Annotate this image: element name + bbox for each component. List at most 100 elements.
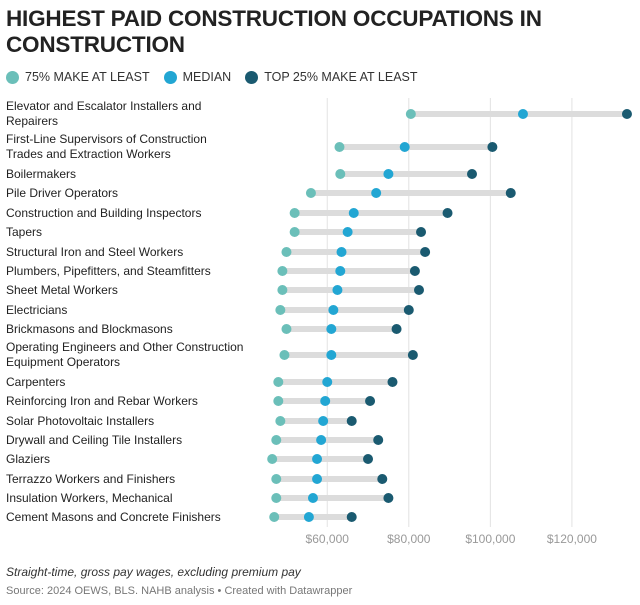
dot-median bbox=[517, 109, 528, 119]
dot-p25 bbox=[267, 454, 278, 464]
dot-median bbox=[371, 188, 382, 198]
dot-p75 bbox=[377, 474, 388, 484]
dot-p75 bbox=[407, 350, 418, 360]
dot-median bbox=[303, 512, 314, 522]
legend-label-p25: 75% MAKE AT LEAST bbox=[25, 70, 150, 84]
dot-p25 bbox=[335, 169, 346, 179]
dot-median bbox=[335, 266, 346, 276]
dot-median bbox=[316, 435, 327, 445]
dot-p25 bbox=[281, 324, 292, 334]
dot-p25 bbox=[281, 247, 292, 257]
dot-median bbox=[318, 416, 329, 426]
dot-p25 bbox=[275, 305, 286, 315]
row-label: Solar Photovoltaic Installers bbox=[6, 414, 154, 428]
dot-median bbox=[336, 247, 347, 257]
row-label: Carpenters bbox=[6, 375, 65, 389]
row-label: Plumbers, Pipefitters, and Steamfitters bbox=[6, 264, 211, 278]
row-label: Brickmasons and Blockmasons bbox=[6, 322, 173, 336]
dot-p75 bbox=[416, 227, 427, 237]
dot-p25 bbox=[271, 474, 282, 484]
dot-p25 bbox=[334, 142, 345, 152]
row-label: Electricians bbox=[6, 303, 67, 317]
dot-p75 bbox=[505, 188, 516, 198]
row-label: Construction and Building Inspectors bbox=[6, 206, 201, 220]
row-label: First-Line Supervisors of Construction bbox=[6, 132, 207, 146]
dot-p25 bbox=[277, 266, 288, 276]
dot-median bbox=[328, 305, 339, 315]
row-label: Reinforcing Iron and Rebar Workers bbox=[6, 394, 198, 408]
row-label: Structural Iron and Steel Workers bbox=[6, 245, 183, 259]
dot-p25 bbox=[277, 285, 288, 295]
row-label: Boilermakers bbox=[6, 167, 76, 181]
dot-median bbox=[348, 208, 359, 218]
row-label: Repairers bbox=[6, 114, 58, 128]
dot-p25 bbox=[289, 208, 300, 218]
legend-item-p75: TOP 25% MAKE AT LEAST bbox=[245, 70, 418, 84]
legend: 75% MAKE AT LEAST MEDIAN TOP 25% MAKE AT… bbox=[6, 68, 432, 86]
dot-p25 bbox=[269, 512, 280, 522]
x-tick-label: $80,000 bbox=[387, 532, 431, 546]
dot-p75 bbox=[346, 512, 357, 522]
dot-p75 bbox=[621, 109, 632, 119]
dot-p75 bbox=[383, 493, 394, 503]
dot-p75 bbox=[403, 305, 414, 315]
row-label: Sheet Metal Workers bbox=[6, 283, 118, 297]
dot-p75 bbox=[487, 142, 498, 152]
legend-item-p25: 75% MAKE AT LEAST bbox=[6, 70, 150, 84]
dot-p75 bbox=[387, 377, 398, 387]
dot-p25 bbox=[271, 493, 282, 503]
dot-p75 bbox=[467, 169, 478, 179]
row-label: Operating Engineers and Other Constructi… bbox=[6, 340, 243, 354]
row-label: Tapers bbox=[6, 225, 42, 239]
dot-p75 bbox=[373, 435, 384, 445]
dot-median bbox=[326, 324, 337, 334]
row-label: Insulation Workers, Mechanical bbox=[6, 491, 173, 505]
dot-median bbox=[322, 377, 333, 387]
dot-median bbox=[307, 493, 318, 503]
dot-p25 bbox=[305, 188, 316, 198]
dot-p75 bbox=[363, 454, 374, 464]
row-label: Drywall and Ceiling Tile Installers bbox=[6, 433, 182, 447]
dot-p25 bbox=[275, 416, 286, 426]
dot-p75 bbox=[391, 324, 402, 334]
dot-p25 bbox=[289, 227, 300, 237]
dot-median bbox=[342, 227, 353, 237]
row-label: Terrazzo Workers and Finishers bbox=[6, 472, 175, 486]
dot-p75 bbox=[442, 208, 453, 218]
x-tick-label: $60,000 bbox=[306, 532, 350, 546]
dot-median bbox=[312, 474, 323, 484]
dot-p75 bbox=[346, 416, 357, 426]
row-label: Elevator and Escalator Installers and bbox=[6, 99, 201, 113]
legend-item-median: MEDIAN bbox=[163, 70, 232, 84]
legend-dot-p75 bbox=[245, 70, 259, 84]
footer-source: Source: 2024 OEWS, BLS. NAHB analysis • … bbox=[6, 585, 353, 597]
row-label: Trades and Extraction Workers bbox=[6, 147, 171, 161]
dot-p25 bbox=[279, 350, 290, 360]
footer-note: Straight-time, gross pay wages, excludin… bbox=[6, 565, 301, 579]
row-label: Glaziers bbox=[6, 452, 50, 466]
x-tick-label: $120,000 bbox=[547, 532, 597, 546]
dot-median bbox=[383, 169, 394, 179]
row-label: Cement Masons and Concrete Finishers bbox=[6, 510, 221, 524]
dot-p25 bbox=[271, 435, 282, 445]
chart-title: HIGHEST PAID CONSTRUCTION OCCUPATIONS IN… bbox=[6, 6, 542, 57]
dot-p75 bbox=[409, 266, 420, 276]
dot-p25 bbox=[273, 377, 284, 387]
dot-p75 bbox=[365, 396, 376, 406]
dot-median bbox=[326, 350, 337, 360]
dot-p25 bbox=[405, 109, 416, 119]
row-label: Pile Driver Operators bbox=[6, 186, 118, 200]
legend-dot-p25 bbox=[6, 70, 19, 84]
dot-median bbox=[312, 454, 323, 464]
legend-label-median: MEDIAN bbox=[182, 70, 232, 84]
dot-median bbox=[332, 285, 343, 295]
dot-p75 bbox=[413, 285, 424, 295]
legend-label-p75: TOP 25% MAKE AT LEAST bbox=[264, 70, 418, 84]
dot-median bbox=[320, 396, 331, 406]
dot-p25 bbox=[273, 396, 284, 406]
legend-dot-median bbox=[163, 70, 177, 84]
dot-median bbox=[399, 142, 410, 152]
dot-p75 bbox=[420, 247, 431, 257]
x-tick-label: $100,000 bbox=[465, 532, 515, 546]
row-label: Equipment Operators bbox=[6, 355, 120, 369]
